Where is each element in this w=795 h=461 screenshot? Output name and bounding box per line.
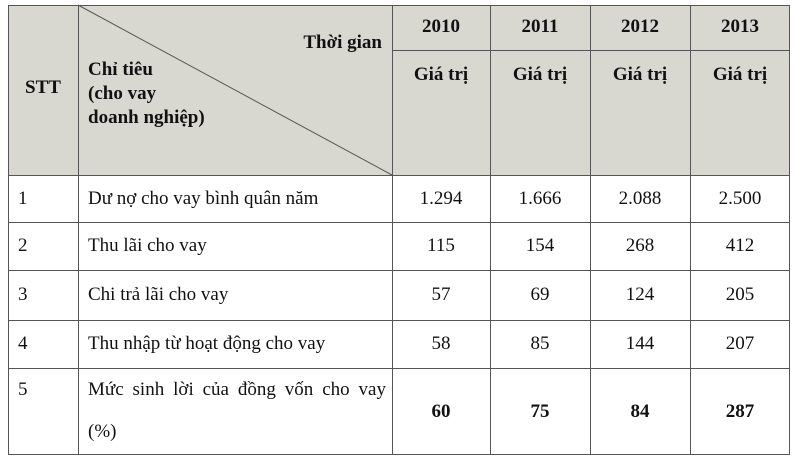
row-value: 60 — [431, 400, 451, 422]
header-year: 2012 — [621, 16, 659, 37]
row-value: 207 — [725, 333, 755, 354]
row-value: 412 — [725, 235, 755, 256]
row-stt: 2 — [18, 235, 28, 256]
row-value: 154 — [525, 235, 555, 256]
grid-lines — [8, 4, 790, 455]
row-label: Mức sinh lời của đồng vốn cho vay (%) — [88, 379, 386, 442]
row-value: 84 — [630, 400, 650, 422]
row-value: 144 — [625, 333, 655, 354]
row-label: Dư nợ cho vay bình quân năm — [88, 187, 319, 209]
header-criteria: Chỉ tiêu (cho vay doanh nghiệp) — [88, 59, 205, 128]
row-value: 268 — [625, 235, 655, 256]
row-value: 57 — [431, 284, 451, 305]
header-year: 2013 — [721, 16, 759, 37]
header-value-label: Giá trị — [512, 64, 568, 85]
row-value: 85 — [530, 333, 550, 354]
row-value: 58 — [431, 333, 451, 354]
row-value: 2.088 — [618, 187, 662, 209]
row-label: Thu lãi cho vay — [88, 235, 207, 256]
header-value-label: Giá trị — [612, 64, 668, 85]
row-value: 115 — [427, 235, 455, 256]
row-value: 124 — [625, 284, 655, 305]
header-year: 2010 — [422, 16, 460, 37]
header-background — [8, 5, 790, 175]
header-value-label: Giá trị — [712, 64, 768, 85]
header-stt: STT — [25, 77, 61, 98]
row-stt: 1 — [18, 187, 28, 209]
row-stt: 5 — [18, 379, 28, 400]
header-value-label: Giá trị — [413, 64, 469, 85]
row-label: Chi trả lãi cho vay — [88, 284, 229, 305]
row-label: Thu nhập từ hoạt động cho vay — [88, 333, 326, 354]
header-year: 2011 — [521, 16, 559, 37]
row-value: 287 — [725, 400, 755, 422]
row-value: 69 — [530, 284, 550, 305]
header-time: Thời gian — [303, 32, 382, 53]
row-stt: 4 — [18, 333, 28, 354]
row-value: 75 — [530, 400, 550, 422]
row-value: 1.294 — [419, 187, 463, 209]
row-value: 2.500 — [718, 187, 762, 209]
row-stt: 3 — [18, 284, 28, 305]
row-value: 205 — [725, 284, 755, 305]
row-value: 1.666 — [518, 187, 562, 209]
